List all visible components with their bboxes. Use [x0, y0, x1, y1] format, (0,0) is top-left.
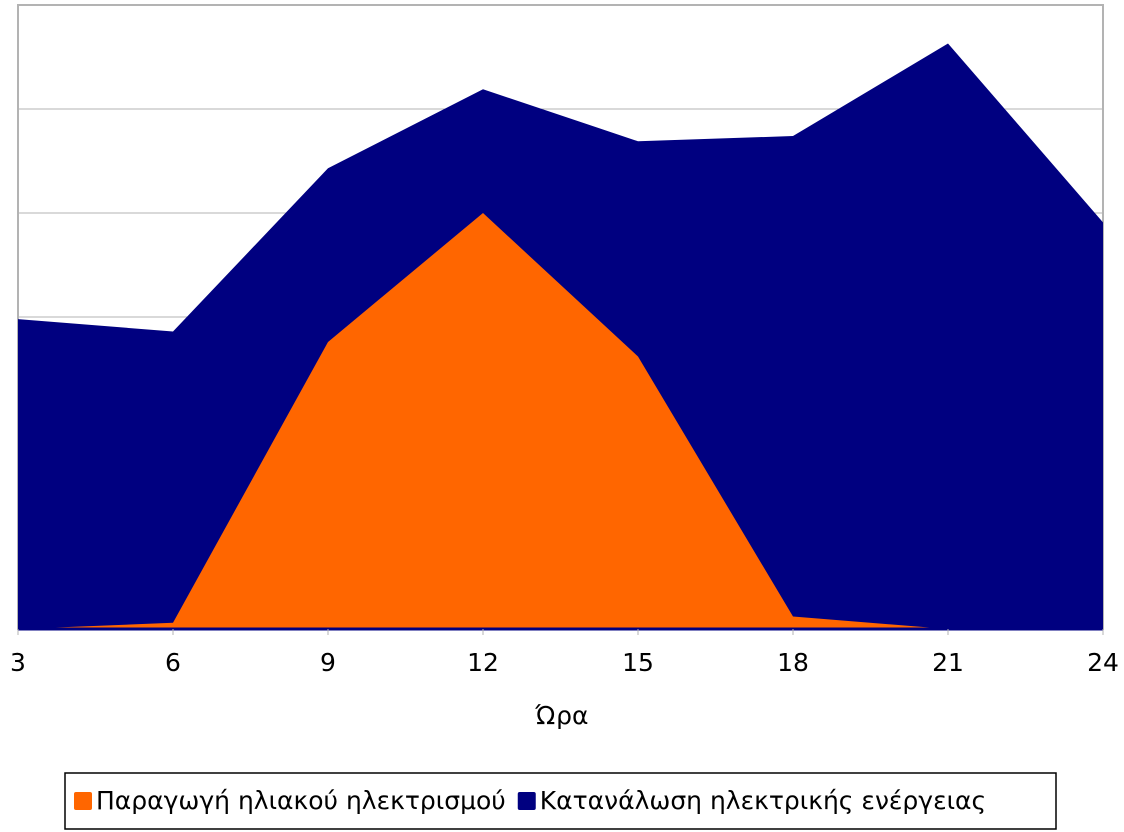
legend-box [64, 772, 1057, 830]
legend-label: Παραγωγή ηλιακού ηλεκτρισμού [96, 786, 506, 815]
x-tick-label: 9 [320, 648, 336, 677]
x-tick-label: 24 [1087, 648, 1119, 677]
area [18, 213, 1103, 629]
x-tick-label: 21 [932, 648, 964, 677]
x-tick-label: 18 [777, 648, 809, 677]
x-tick-label: 15 [622, 648, 654, 677]
x-tick-label: 3 [10, 648, 26, 677]
x-axis-label: Ώρα [535, 701, 589, 730]
x-tick-label: 12 [467, 648, 499, 677]
legend-label: Κατανάλωση ηλεκτρικής ενέργειας [540, 786, 986, 815]
x-tick-label: 6 [165, 648, 181, 677]
legend: Παραγωγή ηλιακού ηλεκτρισμού Κατανάλωση η… [64, 772, 1057, 830]
legend-swatch [517, 792, 536, 810]
legend-swatch [74, 792, 92, 810]
